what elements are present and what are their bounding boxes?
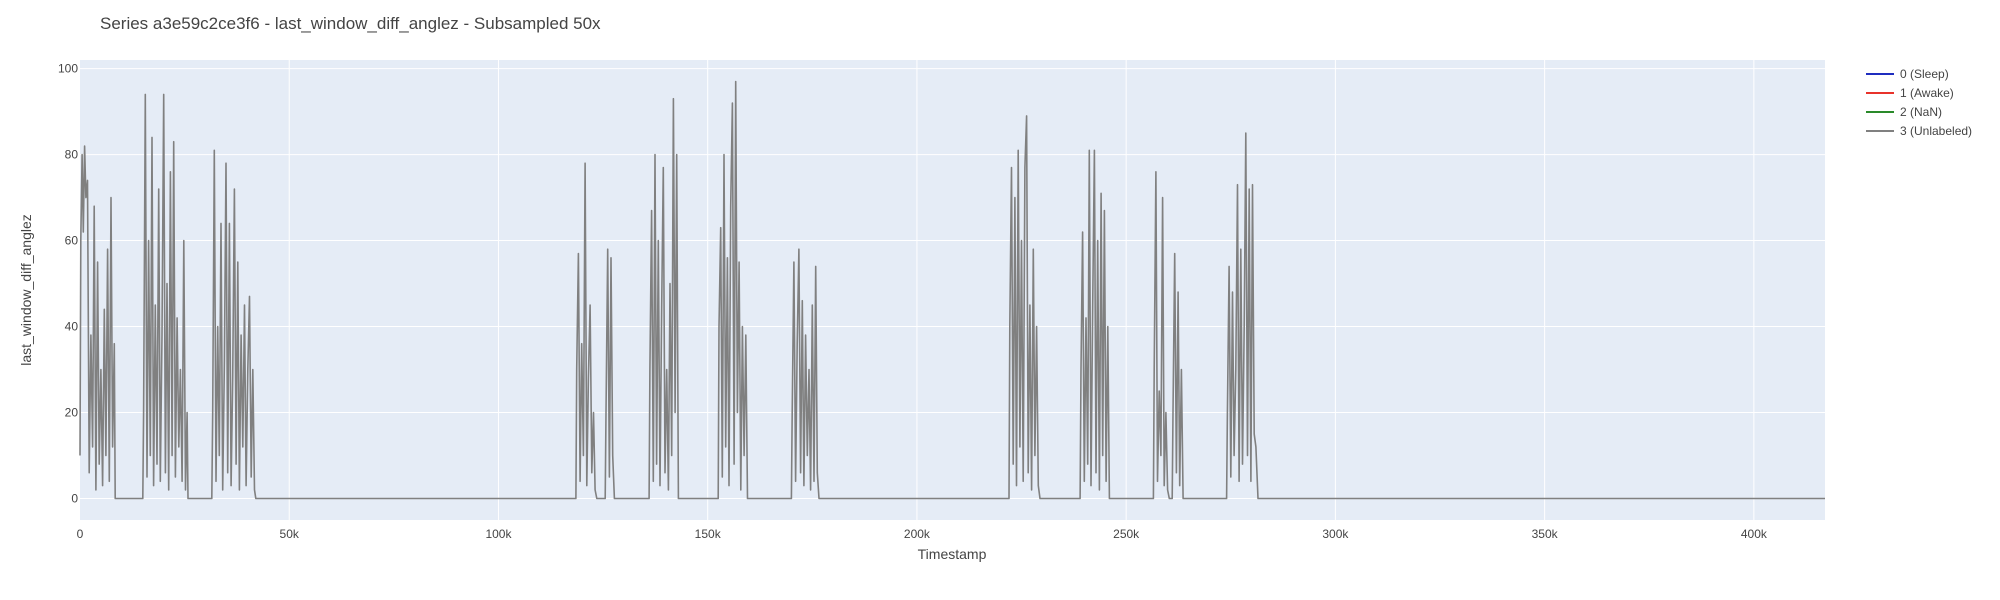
y-axis-title: last_window_diff_anglez xyxy=(18,214,34,366)
x-tick-label: 0 xyxy=(77,527,84,541)
x-tick-label: 100k xyxy=(485,527,512,541)
y-tick-label: 100 xyxy=(58,62,78,76)
legend-label: 1 (Awake) xyxy=(1900,86,1954,100)
x-tick-label: 200k xyxy=(904,527,931,541)
y-tick-label: 20 xyxy=(65,406,79,420)
x-axis-title: Timestamp xyxy=(918,546,987,562)
legend-item[interactable]: 0 (Sleep) xyxy=(1866,67,1949,81)
legend: 0 (Sleep) 1 (Awake) 2 (NaN) 3 (Unlabeled) xyxy=(1866,67,1972,138)
x-tick-label: 150k xyxy=(695,527,722,541)
x-axis: 0 50k 100k 150k 200k 250k 300k 350k 400k xyxy=(77,527,1768,541)
legend-label: 0 (Sleep) xyxy=(1900,67,1949,81)
legend-item[interactable]: 2 (NaN) xyxy=(1866,105,1942,119)
x-tick-label: 250k xyxy=(1113,527,1140,541)
x-tick-label: 400k xyxy=(1741,527,1768,541)
y-tick-label: 60 xyxy=(65,234,79,248)
legend-label: 3 (Unlabeled) xyxy=(1900,124,1972,138)
chart-title: Series a3e59c2ce3f6 - last_window_diff_a… xyxy=(100,14,601,33)
legend-item[interactable]: 1 (Awake) xyxy=(1866,86,1954,100)
x-tick-label: 50k xyxy=(280,527,300,541)
legend-item[interactable]: 3 (Unlabeled) xyxy=(1866,124,1972,138)
y-tick-label: 40 xyxy=(65,320,79,334)
x-tick-label: 350k xyxy=(1532,527,1559,541)
y-axis: 0 20 40 60 80 100 xyxy=(58,62,78,506)
x-tick-label: 300k xyxy=(1322,527,1349,541)
plot-area xyxy=(80,60,1825,520)
y-tick-label: 80 xyxy=(65,148,79,162)
series-group xyxy=(79,80,1825,500)
gridlines xyxy=(80,60,1825,520)
legend-label: 2 (NaN) xyxy=(1900,105,1942,119)
y-tick-label: 0 xyxy=(71,492,78,506)
series-line-3 xyxy=(79,80,1825,500)
